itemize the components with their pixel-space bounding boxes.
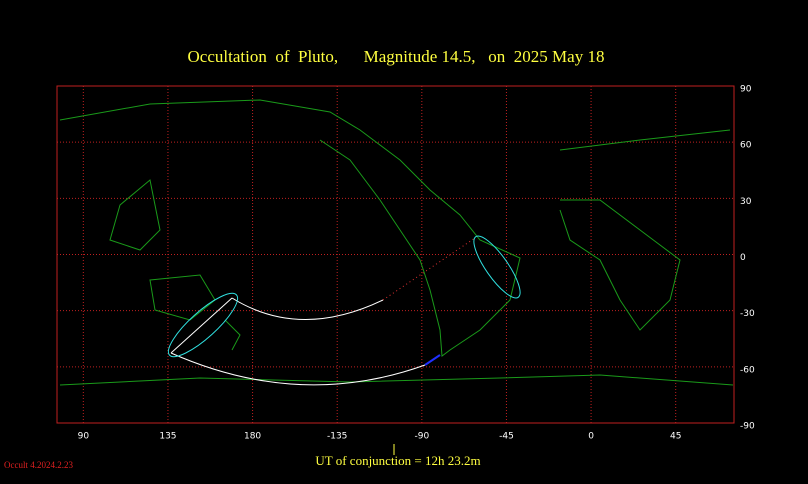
- x-tick-label: -45: [499, 432, 514, 442]
- x-tick-label: 135: [159, 432, 176, 442]
- limb-ellipse: [473, 235, 521, 299]
- track-twilight: [424, 354, 441, 366]
- y-tick-label: 0: [740, 253, 746, 263]
- y-tick-label: 30: [740, 197, 752, 207]
- map-frame: [56, 85, 735, 424]
- x-tick-label: 90: [78, 432, 90, 442]
- limb-ellipse: [167, 292, 239, 358]
- x-tick-label: 45: [670, 432, 681, 442]
- chart-title: Occultation of Pluto, Magnitude 14.5, on…: [188, 47, 605, 66]
- coastlines: [59, 99, 734, 386]
- y-tick-label: -60: [740, 365, 755, 375]
- x-tick-label: -135: [327, 432, 347, 442]
- occultation-track: [167, 235, 521, 386]
- x-tick-label: -90: [414, 432, 429, 442]
- y-tick-label: -90: [740, 422, 755, 432]
- y-tick-label: -30: [740, 309, 755, 319]
- x-tick-label: 180: [244, 432, 261, 442]
- version: Occult 4.2024.2.23: [4, 460, 73, 470]
- y-tick-label: 90: [740, 85, 752, 95]
- footer: UT of conjunction = 12h 23.2m: [315, 453, 480, 468]
- track-daylight: [382, 237, 476, 301]
- x-tick-label: 0: [588, 432, 594, 442]
- y-tick-label: 60: [740, 141, 752, 151]
- south-limit: [170, 352, 426, 386]
- north-limit: [231, 297, 384, 320]
- track-end: [170, 297, 233, 354]
